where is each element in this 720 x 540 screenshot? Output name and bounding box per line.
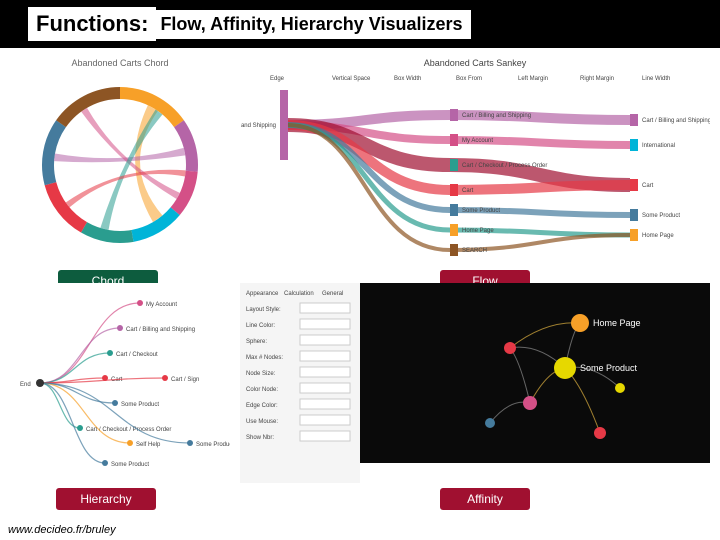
hierarchy-diagram: My Account Cart / Billing and Shipping Car… <box>10 283 230 483</box>
svg-text:Appearance: Appearance <box>246 291 279 297</box>
affinity-badge: Affinity <box>440 488 530 510</box>
svg-text:Home Page: Home Page <box>593 318 641 328</box>
svg-text:Left Margin: Left Margin <box>518 76 548 82</box>
svg-text:Edge Color:: Edge Color: <box>246 403 278 409</box>
svg-text:End: End <box>20 382 31 388</box>
svg-text:General: General <box>322 291 343 297</box>
chord-title: Abandoned Carts Chord <box>10 58 230 68</box>
hierarchy-badge: Hierarchy <box>56 488 156 510</box>
title-bar: Functions: Flow, Affinity, Hierarchy Vis… <box>0 0 720 48</box>
svg-text:Use Mouse:: Use Mouse: <box>246 419 278 425</box>
svg-text:Cart: Cart <box>642 183 654 189</box>
svg-text:Node Size:: Node Size: <box>246 371 276 377</box>
svg-text:Edge: Edge <box>270 76 285 82</box>
affinity-panel: Appearance Calculation General Layout Style… <box>240 283 710 483</box>
svg-text:Home Page: Home Page <box>642 233 674 239</box>
svg-text:Cart / Sign: Cart / Sign <box>171 377 199 383</box>
svg-text:Layout Style:: Layout Style: <box>246 307 281 313</box>
flow-title: Abandoned Carts Sankey <box>240 58 710 68</box>
svg-text:Home Page: Home Page <box>462 228 494 234</box>
svg-text:Show Nbr:: Show Nbr: <box>246 435 274 441</box>
svg-text:Line Width: Line Width <box>642 76 670 82</box>
hierarchy-panel: My Account Cart / Billing and Shipping Car… <box>10 283 230 483</box>
svg-text:My Account: My Account <box>462 138 493 144</box>
svg-text:Vertical Space: Vertical Space <box>332 76 371 82</box>
svg-text:Cart / Checkout: Cart / Checkout <box>116 352 158 358</box>
svg-text:Some Product: Some Product <box>196 442 230 448</box>
svg-text:Cart / Billing and Shipping: Cart / Billing and Shipping <box>642 118 710 124</box>
svg-text:Box From: Box From <box>456 76 482 82</box>
svg-text:Right Margin: Right Margin <box>580 76 614 82</box>
svg-text:Cart / Billing and Shipping: Cart / Billing and Shipping <box>240 123 276 129</box>
svg-text:SEARCH: SEARCH <box>462 248 487 254</box>
svg-text:Sphere:: Sphere: <box>246 339 267 345</box>
affinity-diagram: Appearance Calculation General Layout Style… <box>240 283 710 483</box>
chord-panel: Abandoned Carts Chord <box>10 58 230 268</box>
svg-text:Some Product: Some Product <box>642 213 680 219</box>
svg-text:Calculation: Calculation <box>284 291 314 297</box>
footer-url: www.decideo.fr/bruley <box>8 524 116 536</box>
svg-text:Cart / Checkout / Process Orde: Cart / Checkout / Process Order <box>462 163 547 169</box>
svg-text:Some Product: Some Product <box>111 462 149 468</box>
svg-text:Max # Nodes:: Max # Nodes: <box>246 355 283 361</box>
svg-text:Some Product: Some Product <box>580 363 638 373</box>
svg-text:Cart / Billing and Shipping: Cart / Billing and Shipping <box>126 327 195 333</box>
svg-text:Some Product: Some Product <box>121 402 159 408</box>
chord-diagram <box>10 70 230 260</box>
svg-text:Cart / Billing and Shipping: Cart / Billing and Shipping <box>462 113 531 119</box>
title-main: Functions: <box>28 7 156 41</box>
svg-text:My Account: My Account <box>146 302 177 308</box>
svg-text:International: International <box>642 143 675 149</box>
sankey-diagram: Edge Vertical Space Box Width Box From Left … <box>240 70 710 265</box>
title-sub: Flow, Affinity, Hierarchy Visualizers <box>152 10 470 39</box>
svg-text:Color Node:: Color Node: <box>246 387 278 393</box>
flow-panel: Abandoned Carts Sankey Edge Vertical Spac… <box>240 58 710 268</box>
svg-text:Box Width: Box Width <box>394 76 421 82</box>
svg-text:Self Help: Self Help <box>136 442 161 448</box>
svg-text:Cart: Cart <box>462 188 474 194</box>
content-area: Abandoned Carts Chord Chord Abandoned Ca… <box>0 48 720 522</box>
svg-text:Line Color:: Line Color: <box>246 323 275 329</box>
svg-text:Some Product: Some Product <box>462 208 500 214</box>
